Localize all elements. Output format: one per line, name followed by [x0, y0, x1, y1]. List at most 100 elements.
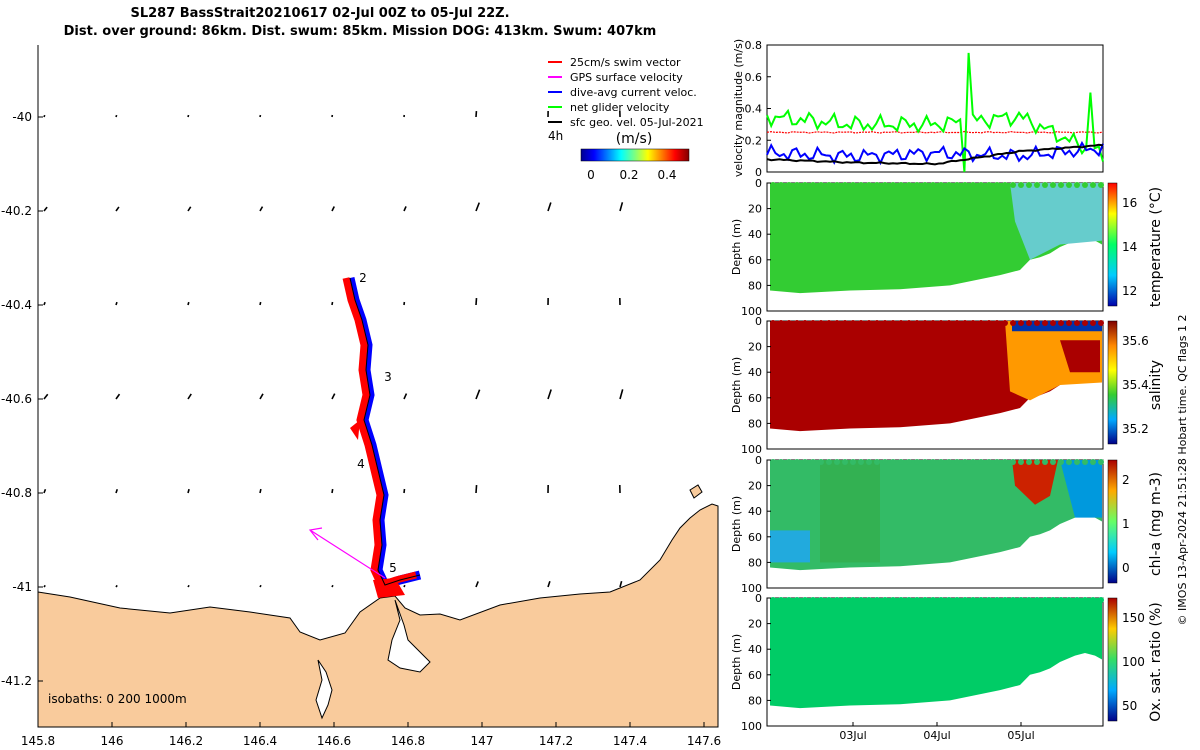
current-vector	[619, 202, 624, 212]
chla-surface-dot	[994, 459, 1000, 465]
time-step-label: 4h	[548, 129, 563, 143]
chla-surface-dot	[1010, 459, 1016, 465]
depth-tick-label: 0	[755, 592, 762, 605]
temperature-surface-dot	[914, 182, 920, 188]
legend-label: sfc geo. vel. 05-Jul-2021	[570, 116, 704, 129]
velocity-series-line	[766, 52, 1104, 173]
temperature-ylabel: temperature (°C)	[1148, 187, 1164, 307]
temperature-surface-dot	[986, 182, 992, 188]
oxygen-surface-dot	[938, 597, 944, 603]
depth-tick-label: 40	[748, 643, 762, 656]
map-y-tick-label: -41.2	[1, 674, 32, 688]
oxygen-surface-dot	[858, 597, 864, 603]
day-marker: 2	[359, 271, 367, 285]
salinity-surface-dot	[962, 320, 968, 326]
sal-red-patch	[1060, 340, 1100, 373]
chla-surface-dot	[1002, 459, 1008, 465]
depth-tick-label: 80	[748, 417, 762, 430]
oxygen-cbar-tick: 150	[1122, 611, 1145, 625]
chla-surface-dot	[890, 459, 896, 465]
temperature-surface-dot	[1090, 182, 1096, 188]
current-vector	[475, 202, 481, 212]
temperature-surface-dot	[802, 182, 808, 188]
salinity-surface-dot	[826, 320, 832, 326]
sal-blue-top	[1012, 321, 1102, 332]
depth-tick-label: 80	[748, 279, 762, 292]
chla-colorbar	[1107, 459, 1118, 584]
current-vector	[331, 301, 334, 306]
salinity-cbar-tick: 35.4	[1122, 378, 1149, 392]
colorbar-tick-label: 0.4	[657, 168, 676, 182]
oxygen-cbar-tick: 100	[1122, 655, 1145, 669]
salinity-surface-dot	[1058, 320, 1064, 326]
title-block: SL287 BassStrait20210617 02-Jul 00Z to 0…	[0, 6, 720, 39]
salinity-surface-dot	[1002, 320, 1008, 326]
inlet	[315, 659, 333, 720]
chla-surface-dot	[818, 459, 824, 465]
depth-tick-label: 60	[748, 392, 762, 405]
oxygen-surface-dot	[826, 597, 832, 603]
estuary	[387, 599, 431, 673]
track-line	[349, 277, 421, 586]
isobaths-label: isobaths: 0 200 1000m	[48, 692, 187, 706]
temperature-colorbar	[1107, 182, 1118, 307]
oxygen-surface-dot	[962, 597, 968, 603]
track-red-spur	[350, 420, 360, 440]
velocity-series-line	[766, 140, 1104, 166]
map-y-tick-label: -41	[12, 580, 32, 594]
depth-tick-label: 80	[748, 694, 762, 707]
current-vector	[115, 393, 121, 400]
oxygen-surface-dot	[770, 597, 776, 603]
velocity-series-line	[766, 143, 1104, 166]
chla-surface-dot	[1042, 459, 1048, 465]
oxygen-surface-dot	[1050, 597, 1056, 603]
oxygen-surface-dot	[1074, 597, 1080, 603]
chla-surface-dot	[1082, 459, 1088, 465]
current-vector	[115, 114, 118, 118]
temperature-surface-dot	[842, 182, 848, 188]
temperature-surface-dot	[954, 182, 960, 188]
salinity-surface-dot	[866, 320, 872, 326]
oxygen-surface-dot	[834, 597, 840, 603]
temperature-surface-dot	[770, 182, 776, 188]
chla-ylabel: chl-a (mg m-3)	[1148, 472, 1164, 576]
chla-surface-dot	[834, 459, 840, 465]
chla-surface-dot	[978, 459, 984, 465]
velocity-y-tick-label: 0	[755, 166, 762, 179]
map-x-tick-label: 146.6	[317, 734, 351, 748]
current-vector	[331, 584, 334, 588]
current-vector	[259, 301, 262, 306]
salinity-surface-dot	[946, 320, 952, 326]
current-vector	[331, 488, 334, 494]
velocity-y-tick-label: 0.4	[745, 103, 763, 116]
oxygen-surface-dot	[890, 597, 896, 603]
depth-tick-label: 40	[748, 505, 762, 518]
current-vector	[43, 584, 46, 588]
chla-surface-dot	[1058, 459, 1064, 465]
day-marker: 4	[357, 457, 365, 471]
velocity-series-line	[766, 130, 1104, 134]
temperature-surface-dot	[874, 182, 880, 188]
map-x-tick-label: 147.2	[539, 734, 573, 748]
day-marker: 5	[389, 561, 397, 575]
salinity-surface-dot	[1034, 320, 1040, 326]
chla-surface-dot	[794, 459, 800, 465]
oxygen-surface-dot	[1018, 597, 1024, 603]
current-vector	[43, 393, 49, 400]
salinity-surface-dot	[922, 320, 928, 326]
map-x-tick-label: 145.8	[21, 734, 55, 748]
title-line-2: Dist. over ground: 86km. Dist. swum: 85k…	[63, 24, 657, 39]
depth-tick-label: 100	[741, 443, 762, 456]
chla-surface-dot	[986, 459, 992, 465]
temperature-surface-dot	[890, 182, 896, 188]
chla-surface-dot	[1074, 459, 1080, 465]
temperature-surface-dot	[866, 182, 872, 188]
chla-surface-dot	[786, 459, 792, 465]
salinity-surface-dot	[986, 320, 992, 326]
current-vector	[187, 488, 190, 494]
temperature-surface-dot	[1082, 182, 1088, 188]
chla-surface-dot	[1066, 459, 1072, 465]
salinity-surface-dot	[842, 320, 848, 326]
oxygen-surface-dot	[954, 597, 960, 603]
temperature-surface-dot	[1018, 182, 1024, 188]
